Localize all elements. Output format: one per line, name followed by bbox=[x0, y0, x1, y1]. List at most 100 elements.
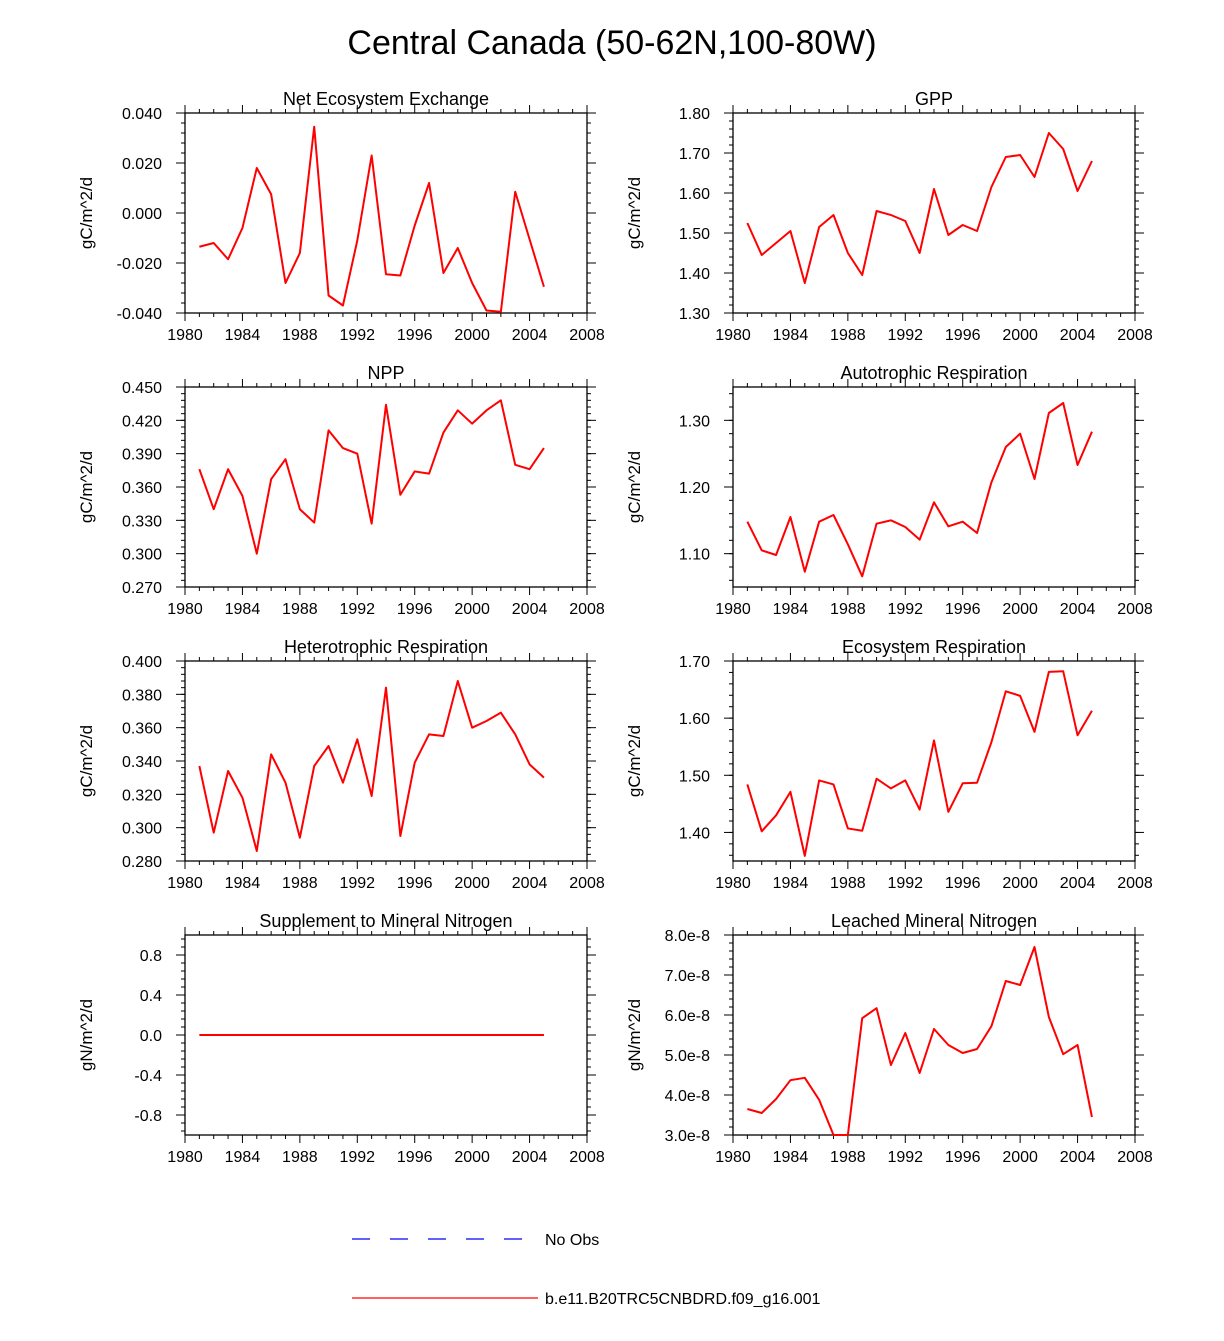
chart-6-ytick-label: 1.40 bbox=[679, 825, 710, 842]
chart-6-title: Ecosystem Respiration bbox=[842, 637, 1026, 657]
chart-4-ylabel: gC/m^2/d bbox=[625, 451, 644, 523]
chart-7-title: Supplement to Mineral Nitrogen bbox=[259, 911, 512, 931]
chart-3-ytick-label: 0.420 bbox=[122, 413, 162, 430]
chart-1-ytick-label: -0.020 bbox=[117, 256, 162, 273]
chart-7-xtick-label: 1980 bbox=[167, 1149, 203, 1166]
chart-8-xtick-label: 1992 bbox=[887, 1149, 923, 1166]
chart-8-xtick-label: 2004 bbox=[1060, 1149, 1096, 1166]
chart-3-series-line-1 bbox=[198, 399, 545, 555]
chart-3-ytick-label: 0.450 bbox=[122, 380, 162, 397]
chart-1-xtick-label: 2008 bbox=[569, 327, 605, 344]
chart-3-xtick-label: 2004 bbox=[512, 601, 548, 618]
chart-6-xtick-label: 1984 bbox=[773, 875, 809, 892]
chart-8-xtick-label: 1984 bbox=[773, 1149, 809, 1166]
chart-8-ytick-label: 7.0e-8 bbox=[665, 968, 710, 985]
chart-3-xtick-label: 2008 bbox=[569, 601, 605, 618]
chart-6-xtick-label: 1992 bbox=[887, 875, 923, 892]
chart-7-xtick-label: 1992 bbox=[339, 1149, 375, 1166]
chart-5-ytick-label: 0.360 bbox=[122, 721, 162, 738]
chart-1-xtick-label: 1980 bbox=[167, 327, 203, 344]
chart-4-xtick-label: 1992 bbox=[887, 601, 923, 618]
chart-1-ytick-label: 0.020 bbox=[122, 156, 162, 173]
chart-3-title: NPP bbox=[367, 363, 404, 383]
chart-2-xtick-label: 2008 bbox=[1117, 327, 1153, 344]
chart-5-xtick-label: 1996 bbox=[397, 875, 433, 892]
chart-6-xtick-label: 1980 bbox=[715, 875, 751, 892]
chart-4-title: Autotrophic Respiration bbox=[840, 363, 1027, 383]
chart-1-ylabel: gC/m^2/d bbox=[77, 177, 96, 249]
chart-3-xtick-label: 1996 bbox=[397, 601, 433, 618]
panels: Net Ecosystem Exchange gC/m^2/d 1980 1984 19… bbox=[77, 89, 1153, 1166]
chart-7-ytick-label: 0.8 bbox=[140, 948, 162, 965]
chart-8-xtick-label: 1980 bbox=[715, 1149, 751, 1166]
chart-7-xtick-label: 2008 bbox=[569, 1149, 605, 1166]
chart-5-ytick-label: 0.300 bbox=[122, 821, 162, 838]
legend-label-no-obs: No Obs bbox=[545, 1232, 599, 1249]
legend-label-model: b.e11.B20TRC5CNBDRD.f09_g16.001 bbox=[545, 1291, 821, 1308]
chart-5-xtick-label: 2004 bbox=[512, 875, 548, 892]
chart-8-ytick-label: 4.0e-8 bbox=[665, 1088, 710, 1105]
chart-3-xtick-label: 1980 bbox=[167, 601, 203, 618]
chart-2-ytick-label: 1.50 bbox=[679, 226, 710, 243]
chart-2-series-line-1 bbox=[746, 132, 1093, 284]
chart-7-xtick-label: 2004 bbox=[512, 1149, 548, 1166]
chart-7-xtick-label: 1988 bbox=[282, 1149, 318, 1166]
chart-4-xtick-label: 2004 bbox=[1060, 601, 1096, 618]
chart-7-ytick-label: 0.0 bbox=[140, 1028, 162, 1045]
chart-4-xtick-label: 2008 bbox=[1117, 601, 1153, 618]
chart-5-title: Heterotrophic Respiration bbox=[284, 637, 488, 657]
chart-5-xtick-label: 1988 bbox=[282, 875, 318, 892]
chart-5-xtick-label: 2000 bbox=[454, 875, 490, 892]
chart-2-xtick-label: 1980 bbox=[715, 327, 751, 344]
chart-4-ytick-label: 1.10 bbox=[679, 547, 710, 564]
chart-3-xtick-label: 1988 bbox=[282, 601, 318, 618]
chart-8-title: Leached Mineral Nitrogen bbox=[831, 911, 1037, 931]
chart-6-xtick-label: 2004 bbox=[1060, 875, 1096, 892]
chart-2-xtick-label: 2004 bbox=[1060, 327, 1096, 344]
chart-1-ytick-label: -0.040 bbox=[117, 306, 162, 323]
chart-2-ylabel: gC/m^2/d bbox=[625, 177, 644, 249]
chart-7: Supplement to Mineral Nitrogen gN/m^2/d 19… bbox=[77, 911, 605, 1166]
chart-6-ytick-label: 1.70 bbox=[679, 654, 710, 671]
chart-5-ytick-label: 0.400 bbox=[122, 654, 162, 671]
chart-2-ytick-label: 1.30 bbox=[679, 306, 710, 323]
chart-8-xtick-label: 2008 bbox=[1117, 1149, 1153, 1166]
chart-3-ytick-label: 0.300 bbox=[122, 547, 162, 564]
chart-2-ytick-label: 1.80 bbox=[679, 106, 710, 123]
chart-8: Leached Mineral Nitrogen gN/m^2/d 1980 1984… bbox=[625, 911, 1153, 1166]
chart-4-frame bbox=[732, 386, 1136, 588]
chart-3-xtick-label: 1992 bbox=[339, 601, 375, 618]
chart-5-xtick-label: 2008 bbox=[569, 875, 605, 892]
chart-5-xtick-label: 1984 bbox=[225, 875, 261, 892]
chart-4: Autotrophic Respiration gC/m^2/d 1980 1984 1… bbox=[625, 363, 1153, 618]
chart-8-xtick-label: 1996 bbox=[945, 1149, 981, 1166]
chart-8-ytick-label: 3.0e-8 bbox=[665, 1128, 710, 1145]
chart-1-ytick-label: 0.000 bbox=[122, 206, 162, 223]
chart-5-series-line-1 bbox=[198, 680, 545, 852]
chart-6-series-line-1 bbox=[746, 670, 1093, 857]
chart-4-series-line-1 bbox=[746, 402, 1093, 578]
chart-2-ytick-label: 1.40 bbox=[679, 266, 710, 283]
chart-2: GPP gC/m^2/d 1980 1984 1988 1992 1996 2000 2004 2… bbox=[625, 89, 1153, 344]
chart-5-ylabel: gC/m^2/d bbox=[77, 725, 96, 797]
chart-1-xtick-label: 2000 bbox=[454, 327, 490, 344]
figure-title: Central Canada (50-62N,100-80W) bbox=[347, 24, 876, 62]
chart-2-ytick-label: 1.60 bbox=[679, 186, 710, 203]
chart-4-xtick-label: 1996 bbox=[945, 601, 981, 618]
chart-3-ytick-label: 0.270 bbox=[122, 580, 162, 597]
chart-1-xtick-label: 1988 bbox=[282, 327, 318, 344]
chart-6-xtick-label: 1988 bbox=[830, 875, 866, 892]
chart-5-xtick-label: 1992 bbox=[339, 875, 375, 892]
chart-8-xtick-label: 2000 bbox=[1002, 1149, 1038, 1166]
chart-4-xtick-label: 1984 bbox=[773, 601, 809, 618]
chart-2-xtick-label: 1984 bbox=[773, 327, 809, 344]
chart-8-frame bbox=[732, 934, 1136, 1136]
chart-3-frame bbox=[184, 386, 588, 588]
chart-2-ytick-label: 1.70 bbox=[679, 146, 710, 163]
chart-2-frame bbox=[732, 112, 1136, 314]
chart-6-xtick-label: 1996 bbox=[945, 875, 981, 892]
chart-8-ytick-label: 8.0e-8 bbox=[665, 928, 710, 945]
chart-4-xtick-label: 1980 bbox=[715, 601, 751, 618]
chart-3-xtick-label: 1984 bbox=[225, 601, 261, 618]
